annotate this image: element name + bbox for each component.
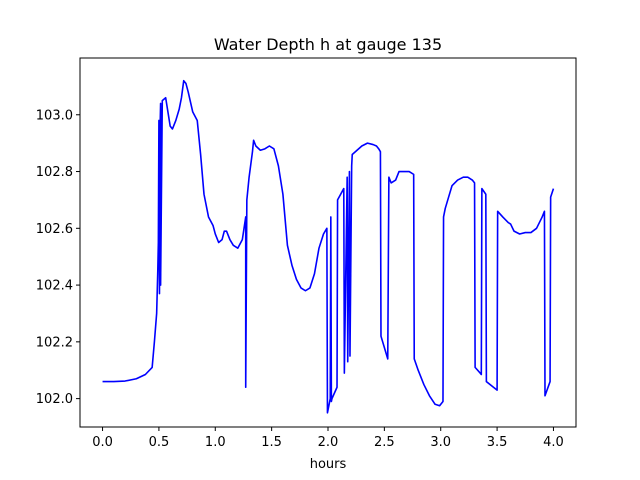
y-tick-label: 102.0 xyxy=(36,392,73,407)
y-axis-ticks: 102.0 102.2 102.4 102.6 102.8 103.0 xyxy=(36,108,80,407)
x-tick-label: 4.0 xyxy=(543,435,564,450)
chart-title: Water Depth h at gauge 135 xyxy=(214,35,442,54)
y-tick-label: 102.8 xyxy=(36,165,73,180)
y-tick-label: 102.4 xyxy=(36,279,73,294)
x-tick-label: 3.5 xyxy=(487,435,508,450)
y-tick-label: 102.6 xyxy=(36,222,73,237)
axes-frame xyxy=(79,57,577,428)
x-tick-label: 2.5 xyxy=(374,435,395,450)
x-tick-label: 0.0 xyxy=(92,435,113,450)
x-axis-label: hours xyxy=(310,457,347,472)
x-tick-label: 1.5 xyxy=(261,435,282,450)
x-tick-label: 2.0 xyxy=(318,435,339,450)
plot-area xyxy=(102,79,555,414)
series-line-0 xyxy=(102,79,555,414)
y-tick-label: 103.0 xyxy=(36,108,73,123)
x-tick-label: 1.0 xyxy=(205,435,226,450)
y-tick-label: 102.2 xyxy=(36,335,73,350)
x-axis-ticks: 0.0 0.5 1.0 1.5 2.0 2.5 3.0 3.5 4.0 xyxy=(92,427,564,450)
x-tick-label: 0.5 xyxy=(149,435,170,450)
x-tick-label: 3.0 xyxy=(430,435,451,450)
